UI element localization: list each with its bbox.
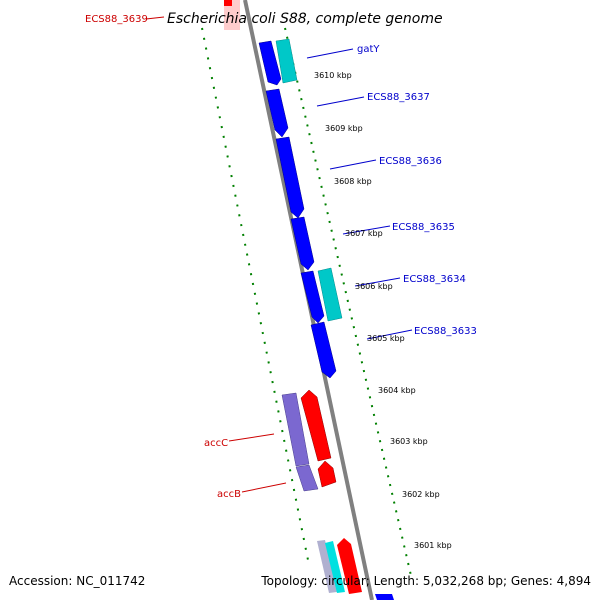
gene-ecs88-3636-arrow[interactable] [275,136,305,219]
gene-ecs88-3638-arrow[interactable] [258,40,282,86]
scale-label-3603: 3603 kbp [390,437,428,446]
gene-ecs88-3635-arrow[interactable] [290,216,315,271]
leader-ecs88-3636 [329,159,377,170]
scale-label-3606: 3606 kbp [355,282,393,291]
gene-ecs88-3639-leader [145,16,165,20]
gene-label-accB[interactable]: accB [217,489,241,500]
gene-label-gatY[interactable]: gatY [357,44,380,55]
gene-label-ecs88-3637[interactable]: ECS88_3637 [367,92,430,103]
gene-accC-arrow[interactable] [300,389,332,462]
leader-accC [228,433,275,442]
gene-label-ecs88-3635[interactable]: ECS88_3635 [392,222,455,233]
leader-ecs88-3635 [342,225,391,235]
gene-bottom-purple-bar[interactable] [317,540,337,593]
gene-bottom-red-arrow[interactable] [337,538,362,594]
gene-label-ecs88-3639[interactable]: ECS88_3639 [85,14,148,25]
scale-label-3602: 3602 kbp [402,490,440,499]
leader-gatY [306,48,354,59]
gene-bottom-cyan-arrow[interactable] [325,541,345,593]
leader-ecs88-3634 [354,277,401,287]
outer-dotted-track [201,27,309,561]
scale-label-3609: 3609 kbp [325,124,363,133]
genome-summary-text: Topology: circular; Length: 5,032,268 bp… [261,574,591,588]
scale-label-3607: 3607 kbp [345,229,383,238]
gene-label-accC[interactable]: accC [204,438,228,449]
gene-top-red-fragment[interactable] [224,0,232,6]
scale-label-3604: 3604 kbp [378,386,416,395]
leader-accB [241,482,287,493]
accession-text: Accession: NC_011742 [9,574,146,588]
genome-title: Escherichia coli S88, complete genome [167,11,443,27]
gene-accB-alt-bar[interactable] [295,464,319,492]
scale-label-3605: 3605 kbp [367,334,405,343]
gene-ecs88-3633-arrow[interactable] [310,321,337,379]
gene-accC-alt-bar[interactable] [281,392,310,467]
leader-ecs88-3637 [316,96,365,107]
leader-ecs88-3633 [366,329,413,340]
scale-label-3601: 3601 kbp [414,541,452,550]
gene-gatY-arrow[interactable] [275,38,298,84]
scale-label-3610: 3610 kbp [314,71,352,80]
gene-ecs88-3634-alt-arrow[interactable] [317,267,343,322]
gene-label-ecs88-3634[interactable]: ECS88_3634 [403,274,466,285]
gene-ecs88-3639-arrow[interactable] [224,0,240,30]
gene-ecs88-3637-arrow[interactable] [265,88,289,138]
gene-label-ecs88-3636[interactable]: ECS88_3636 [379,156,442,167]
scale-label-3608: 3608 kbp [334,177,372,186]
gene-accB-arrow[interactable] [317,460,337,488]
gene-ecs88-3634-arrow[interactable] [300,270,325,324]
gene-bottom-blue-arrow[interactable] [375,594,394,600]
gene-label-ecs88-3633[interactable]: ECS88_3633 [414,326,477,337]
